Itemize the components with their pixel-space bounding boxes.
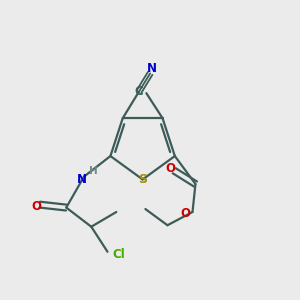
Text: S: S [138,173,147,186]
Text: O: O [31,200,41,214]
Text: N: N [147,61,157,75]
Text: H: H [89,167,98,176]
Text: N: N [76,172,87,185]
Text: Cl: Cl [112,248,125,261]
Text: C: C [135,85,143,98]
Text: O: O [180,207,190,220]
Text: O: O [166,162,176,175]
